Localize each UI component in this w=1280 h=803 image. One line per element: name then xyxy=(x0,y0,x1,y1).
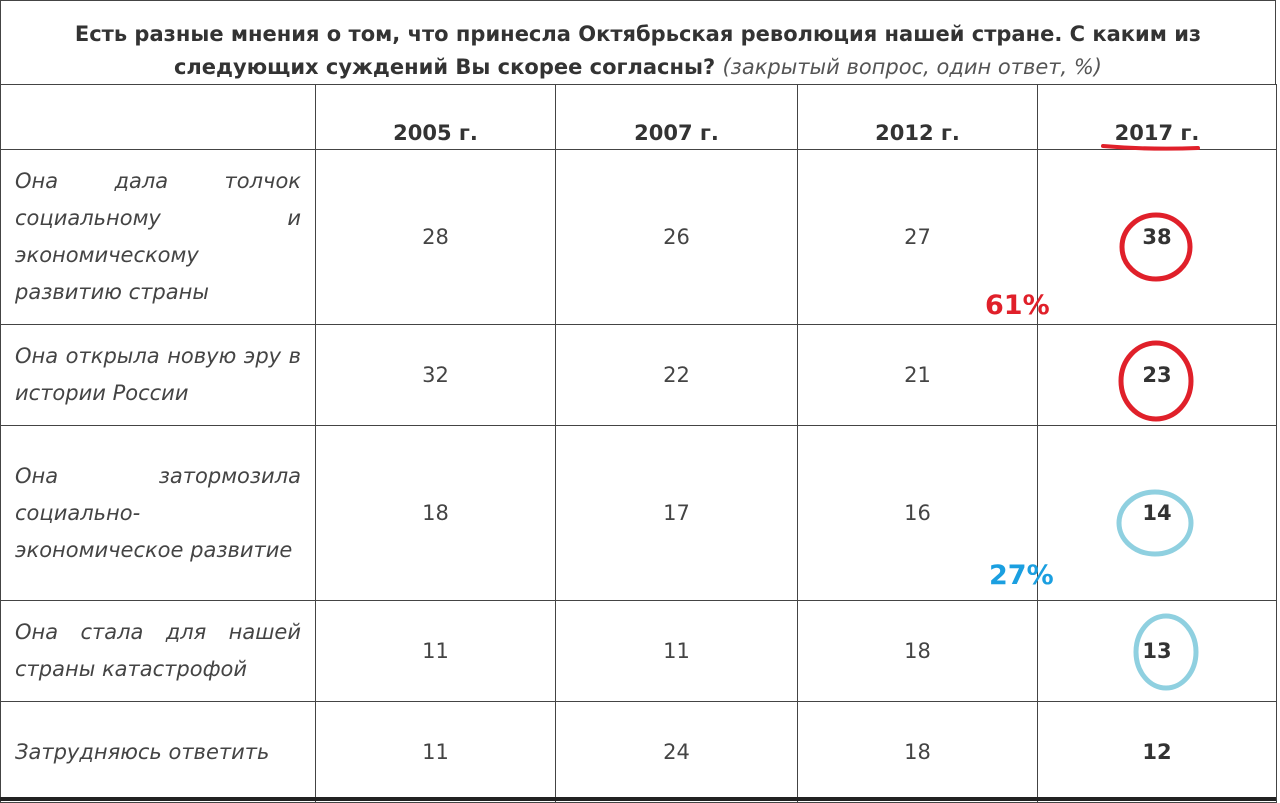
cell-value: 32 xyxy=(315,324,556,426)
cell-value: 17 xyxy=(555,425,798,601)
question-text: Есть разные мнения о том, что принесла О… xyxy=(74,22,1202,79)
row-label: Она стала для нашей страны катастрофой xyxy=(0,600,316,702)
cell-value: 26 xyxy=(555,149,798,325)
cell-value: 22 xyxy=(555,324,798,426)
cell-value: 27 xyxy=(797,149,1038,325)
cell-value: 18 xyxy=(315,425,556,601)
header-2005: 2005 г. xyxy=(315,84,556,150)
cell-value-2017: 23 xyxy=(1037,324,1277,426)
table-row: Она открыла новую эру в истории России 3… xyxy=(0,324,1277,426)
annotation-negative-total: 27% xyxy=(989,560,1054,591)
header-2017: 2017 г. xyxy=(1037,84,1277,150)
table-row: Она стала для нашей страны катастрофой 1… xyxy=(0,600,1277,702)
cell-value: 28 xyxy=(315,149,556,325)
cell-value-2017: 13 xyxy=(1037,600,1277,702)
question-note: (закрытый вопрос, один ответ, %) xyxy=(722,55,1103,79)
bottom-border xyxy=(0,797,1276,801)
header-blank xyxy=(0,84,316,150)
row-label: Она открыла новую эру в истории России xyxy=(0,324,316,426)
cell-value: 11 xyxy=(315,600,556,702)
cell-value-2017: 38 xyxy=(1037,149,1277,325)
results-table: 2005 г. 2007 г. 2012 г. 2017 г. Она дала… xyxy=(0,84,1277,803)
table-row: Затрудняюсь ответить 11 24 18 12 xyxy=(0,701,1277,803)
table-row: Она затормозила социально-экономическое … xyxy=(0,425,1277,601)
header-2007: 2007 г. xyxy=(555,84,798,150)
cell-value: 24 xyxy=(555,701,798,803)
table-title: Есть разные мнения о том, что принесла О… xyxy=(0,0,1276,84)
row-label: Она затормозила социально-экономическое … xyxy=(0,425,316,601)
cell-value-2017: 12 xyxy=(1037,701,1277,803)
header-2012: 2012 г. xyxy=(797,84,1038,150)
cell-value: 18 xyxy=(797,600,1038,702)
cell-value-2017: 14 xyxy=(1037,425,1277,601)
cell-value: 11 xyxy=(555,600,798,702)
row-label: Затрудняюсь ответить xyxy=(0,701,316,803)
header-row: 2005 г. 2007 г. 2012 г. 2017 г. xyxy=(0,84,1277,150)
cell-value: 11 xyxy=(315,701,556,803)
cell-value: 18 xyxy=(797,701,1038,803)
row-label: Она дала толчок социальному и экономичес… xyxy=(0,149,316,325)
table-row: Она дала толчок социальному и экономичес… xyxy=(0,149,1277,325)
cell-value: 21 xyxy=(797,324,1038,426)
annotation-positive-total: 61% xyxy=(985,290,1050,321)
